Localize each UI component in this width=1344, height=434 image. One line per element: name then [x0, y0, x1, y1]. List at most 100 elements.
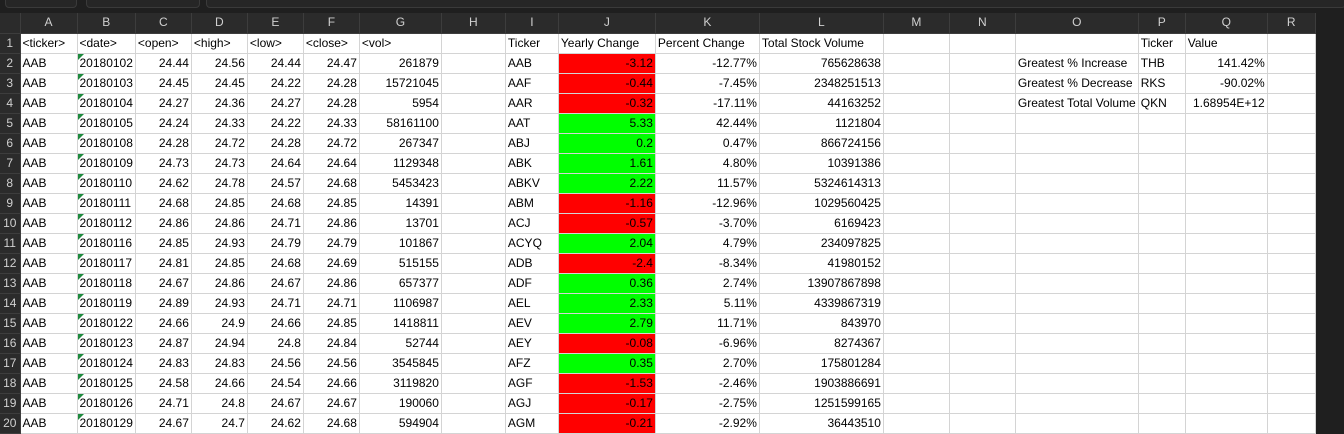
cell-e8[interactable]: 24.57	[247, 173, 304, 194]
cell-f9[interactable]: 24.85	[303, 193, 360, 214]
cell-g19[interactable]: 190060	[359, 393, 442, 414]
cell-b18[interactable]: 20180125	[77, 373, 136, 394]
cell-m15[interactable]	[883, 313, 950, 334]
cell-m8[interactable]	[883, 173, 950, 194]
cell-n10[interactable]	[949, 213, 1016, 234]
cell-a14[interactable]: AAB	[20, 293, 78, 314]
cell-l1[interactable]: Total Stock Volume	[759, 33, 884, 54]
cell-c3[interactable]: 24.45	[135, 73, 192, 94]
cell-p16[interactable]	[1138, 333, 1186, 354]
row-header[interactable]: 19	[0, 393, 21, 414]
cell-r7[interactable]	[1267, 153, 1316, 174]
row-header[interactable]: 13	[0, 273, 21, 294]
cell-a1[interactable]: <ticker>	[20, 33, 78, 54]
cell-q9[interactable]	[1185, 193, 1268, 214]
cell-g13[interactable]: 657377	[359, 273, 442, 294]
cell-a8[interactable]: AAB	[20, 173, 78, 194]
cell-c15[interactable]: 24.66	[135, 313, 192, 334]
cell-n17[interactable]	[949, 353, 1016, 374]
cell-j15[interactable]: 2.79	[558, 313, 656, 334]
cell-n11[interactable]	[949, 233, 1016, 254]
cell-q12[interactable]	[1185, 253, 1268, 274]
cell-e5[interactable]: 24.22	[247, 113, 304, 134]
cell-c17[interactable]: 24.83	[135, 353, 192, 374]
cell-j7[interactable]: 1.61	[558, 153, 656, 174]
cell-q7[interactable]	[1185, 153, 1268, 174]
cell-e10[interactable]: 24.71	[247, 213, 304, 234]
cell-n3[interactable]	[949, 73, 1016, 94]
cell-f17[interactable]: 24.56	[303, 353, 360, 374]
cell-g9[interactable]: 14391	[359, 193, 442, 214]
cell-c11[interactable]: 24.85	[135, 233, 192, 254]
cell-q5[interactable]	[1185, 113, 1268, 134]
cell-d19[interactable]: 24.8	[191, 393, 248, 414]
column-header-d[interactable]: D	[191, 13, 248, 34]
cell-k12[interactable]: -8.34%	[655, 253, 760, 274]
cell-b5[interactable]: 20180105	[77, 113, 136, 134]
cell-a2[interactable]: AAB	[20, 53, 78, 74]
cell-o20[interactable]	[1015, 413, 1139, 434]
cell-a5[interactable]: AAB	[20, 113, 78, 134]
cell-n19[interactable]	[949, 393, 1016, 414]
cell-g2[interactable]: 261879	[359, 53, 442, 74]
cell-r4[interactable]	[1267, 93, 1316, 114]
cell-h12[interactable]	[441, 253, 506, 274]
cell-q13[interactable]	[1185, 273, 1268, 294]
cell-j16[interactable]: -0.08	[558, 333, 656, 354]
cell-n13[interactable]	[949, 273, 1016, 294]
cell-g10[interactable]: 13701	[359, 213, 442, 234]
cell-d14[interactable]: 24.93	[191, 293, 248, 314]
cell-n5[interactable]	[949, 113, 1016, 134]
cell-h3[interactable]	[441, 73, 506, 94]
cell-a11[interactable]: AAB	[20, 233, 78, 254]
cell-b9[interactable]: 20180111	[77, 193, 136, 214]
cell-p1[interactable]: Ticker	[1138, 33, 1186, 54]
cell-c6[interactable]: 24.28	[135, 133, 192, 154]
cell-r5[interactable]	[1267, 113, 1316, 134]
cell-p8[interactable]	[1138, 173, 1186, 194]
cell-n12[interactable]	[949, 253, 1016, 274]
cell-n20[interactable]	[949, 413, 1016, 434]
cell-g18[interactable]: 3119820	[359, 373, 442, 394]
cell-n1[interactable]	[949, 33, 1016, 54]
cell-e6[interactable]: 24.28	[247, 133, 304, 154]
cell-r3[interactable]	[1267, 73, 1316, 94]
cell-h2[interactable]	[441, 53, 506, 74]
cell-m10[interactable]	[883, 213, 950, 234]
cell-o12[interactable]	[1015, 253, 1139, 274]
cell-q19[interactable]	[1185, 393, 1268, 414]
row-header[interactable]: 6	[0, 133, 21, 154]
cell-l11[interactable]: 234097825	[759, 233, 884, 254]
cell-i10[interactable]: ACJ	[505, 213, 559, 234]
cell-k11[interactable]: 4.79%	[655, 233, 760, 254]
cell-d16[interactable]: 24.94	[191, 333, 248, 354]
cell-d20[interactable]: 24.7	[191, 413, 248, 434]
cell-b13[interactable]: 20180118	[77, 273, 136, 294]
cell-l6[interactable]: 866724156	[759, 133, 884, 154]
cell-f19[interactable]: 24.67	[303, 393, 360, 414]
cell-g20[interactable]: 594904	[359, 413, 442, 434]
cell-k17[interactable]: 2.70%	[655, 353, 760, 374]
cell-f11[interactable]: 24.79	[303, 233, 360, 254]
cell-r9[interactable]	[1267, 193, 1316, 214]
column-header-j[interactable]: J	[558, 13, 656, 34]
cell-l16[interactable]: 8274367	[759, 333, 884, 354]
cell-h10[interactable]	[441, 213, 506, 234]
column-header-q[interactable]: Q	[1185, 13, 1268, 34]
select-all-corner[interactable]	[0, 13, 21, 34]
cell-a16[interactable]: AAB	[20, 333, 78, 354]
column-header-f[interactable]: F	[303, 13, 360, 34]
cell-d7[interactable]: 24.73	[191, 153, 248, 174]
column-header-a[interactable]: A	[20, 13, 78, 34]
cell-m7[interactable]	[883, 153, 950, 174]
cell-q14[interactable]	[1185, 293, 1268, 314]
cell-d5[interactable]: 24.33	[191, 113, 248, 134]
cell-l12[interactable]: 41980152	[759, 253, 884, 274]
cell-o6[interactable]	[1015, 133, 1139, 154]
cell-o1[interactable]	[1015, 33, 1139, 54]
cell-k15[interactable]: 11.71%	[655, 313, 760, 334]
cell-k20[interactable]: -2.92%	[655, 413, 760, 434]
cell-n7[interactable]	[949, 153, 1016, 174]
cell-l2[interactable]: 765628638	[759, 53, 884, 74]
cell-i18[interactable]: AGF	[505, 373, 559, 394]
